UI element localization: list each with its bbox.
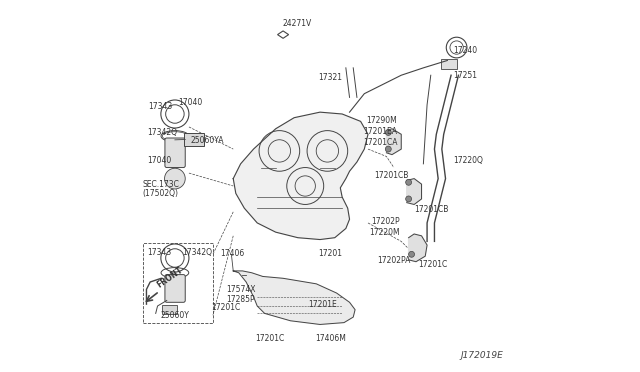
Text: 17201CB: 17201CB (414, 205, 449, 215)
Text: 17201C: 17201C (418, 260, 447, 269)
Text: 17240: 17240 (454, 46, 478, 55)
Text: 17201CA: 17201CA (364, 138, 398, 147)
Text: 17342Q: 17342Q (147, 128, 177, 137)
Text: FRONT: FRONT (156, 265, 185, 289)
Circle shape (406, 196, 412, 202)
Polygon shape (233, 112, 368, 240)
Text: 17201: 17201 (318, 249, 342, 258)
Text: 17201E: 17201E (308, 300, 337, 310)
Text: 17343: 17343 (148, 102, 173, 111)
Text: 17201EA: 17201EA (364, 127, 397, 136)
Circle shape (408, 251, 415, 257)
Polygon shape (408, 234, 427, 262)
FancyBboxPatch shape (184, 133, 204, 146)
Polygon shape (233, 271, 355, 324)
Text: 17202PA: 17202PA (377, 256, 411, 265)
Text: 25060Y: 25060Y (161, 311, 189, 320)
Polygon shape (387, 129, 401, 155)
Text: 17406M: 17406M (316, 334, 346, 343)
Text: 17201C: 17201C (255, 334, 285, 343)
Text: 24271V: 24271V (282, 19, 312, 28)
Text: 17321: 17321 (318, 73, 342, 81)
FancyBboxPatch shape (165, 138, 185, 167)
Text: 17290M: 17290M (366, 116, 397, 125)
Polygon shape (278, 31, 289, 38)
Text: 17220M: 17220M (369, 228, 399, 237)
Text: 17251: 17251 (454, 71, 477, 80)
Circle shape (385, 146, 391, 152)
Text: 17201C: 17201C (211, 302, 241, 312)
Text: 17285P: 17285P (227, 295, 255, 304)
Text: 17342Q: 17342Q (182, 248, 212, 257)
Text: 17220Q: 17220Q (454, 156, 484, 166)
FancyBboxPatch shape (163, 305, 177, 314)
FancyBboxPatch shape (441, 59, 458, 68)
Text: SEC.173C: SEC.173C (142, 180, 179, 189)
Text: (17502Q): (17502Q) (142, 189, 178, 198)
FancyBboxPatch shape (165, 275, 185, 302)
Text: 17201CB: 17201CB (374, 171, 409, 180)
Text: 17406: 17406 (220, 249, 244, 258)
Circle shape (406, 179, 412, 185)
Text: 17040: 17040 (178, 99, 202, 108)
Text: 17040: 17040 (147, 155, 172, 165)
Text: J172019E: J172019E (460, 351, 503, 360)
Text: 17202P: 17202P (371, 217, 399, 225)
Text: 17343: 17343 (148, 248, 172, 257)
Polygon shape (407, 179, 422, 205)
Text: 25060YA: 25060YA (190, 137, 223, 145)
Circle shape (164, 168, 185, 189)
Circle shape (385, 129, 391, 135)
Text: 17574X: 17574X (227, 285, 256, 294)
